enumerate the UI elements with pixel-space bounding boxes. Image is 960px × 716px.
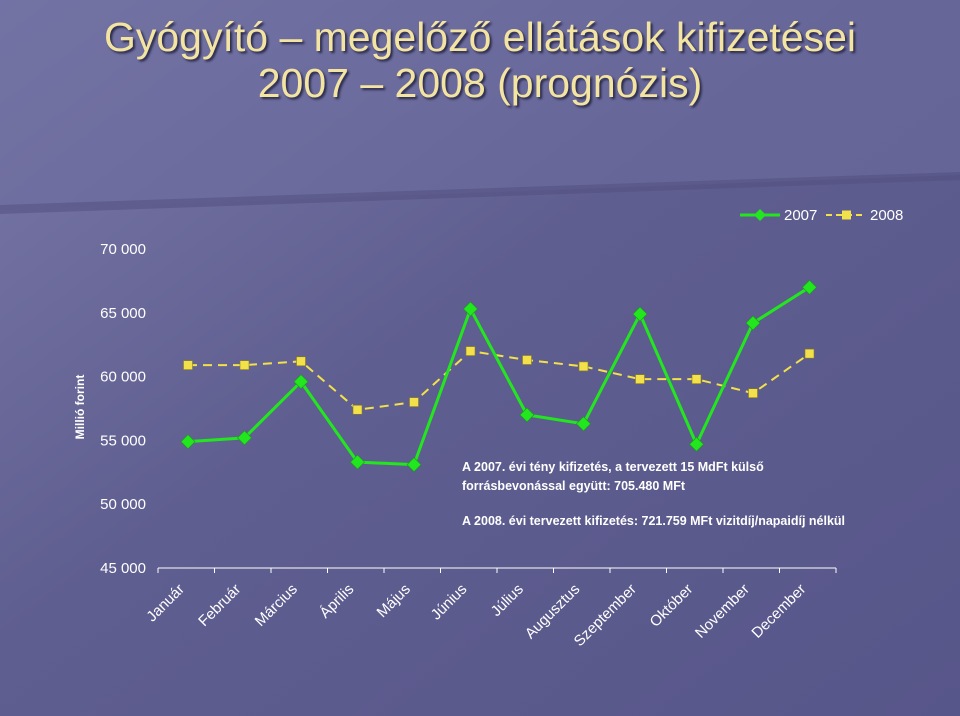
- data-point-2008: [296, 356, 306, 367]
- y-tick-label: 50 000: [100, 496, 146, 513]
- data-point-2007: [237, 430, 252, 446]
- data-point-2007: [406, 457, 422, 473]
- x-tick-label: Június: [428, 581, 471, 624]
- x-tick-label: Október: [647, 581, 697, 631]
- note-2007: A 2007. évi tény kifizetés, a tervezett …: [462, 460, 764, 493]
- data-point-2008: [239, 360, 250, 370]
- data-point-2008: [804, 348, 815, 359]
- slide-title: Gyógyító – megelőző ellátások kifizetése…: [0, 14, 960, 106]
- y-tick-label: 60 000: [100, 369, 146, 386]
- data-point-2007: [180, 434, 196, 450]
- x-tick-label: Augusztus: [522, 581, 584, 643]
- data-point-2008: [409, 397, 419, 407]
- y-tick-label: 70 000: [100, 241, 146, 258]
- data-point-2008: [522, 355, 532, 365]
- series-layer: [180, 279, 817, 473]
- data-point-2007: [293, 374, 309, 390]
- note-2008: A 2008. évi tervezett kifizetés: 721.759…: [462, 514, 846, 528]
- data-point-2007: [519, 407, 535, 423]
- legend-marker-2008: [842, 210, 851, 220]
- y-axis-title: Millió forint: [73, 375, 87, 440]
- data-point-2008: [748, 388, 758, 398]
- data-point-2008: [183, 360, 193, 370]
- x-tick-label: Március: [252, 581, 301, 630]
- x-tick-label: Július: [488, 581, 527, 620]
- y-tick-label: 55 000: [100, 432, 146, 449]
- title-line-1: Gyógyító – megelőző ellátások kifizetése…: [103, 14, 857, 60]
- x-tick-label: Február: [195, 581, 244, 630]
- data-point-2007: [463, 301, 478, 317]
- legend-marker-2007: [754, 209, 766, 221]
- x-tick-label: Január: [143, 581, 187, 625]
- legend-label-2008: 2008: [870, 207, 903, 224]
- data-point-2007: [802, 279, 817, 295]
- series-2008: [183, 346, 815, 415]
- data-point-2007: [689, 436, 704, 452]
- data-point-2008: [635, 374, 645, 384]
- y-axis: 45 000 50 000 55 000 60 000 65 000 70 000: [100, 241, 146, 577]
- y-tick-label: 65 000: [100, 305, 146, 322]
- data-point-2008: [352, 404, 363, 415]
- data-point-2008: [691, 374, 702, 384]
- data-point-2008: [578, 361, 589, 372]
- data-point-2007: [632, 306, 648, 322]
- data-point-2008: [465, 346, 476, 356]
- series-line-2007: [187, 286, 811, 467]
- legend-label-2007: 2007: [784, 207, 817, 224]
- series-line-2008: [188, 350, 811, 411]
- x-axis: Január Február Március Április Május Június Jú…: [143, 567, 837, 650]
- x-tick-label: Április: [316, 581, 357, 622]
- series-2007: [180, 279, 817, 473]
- data-point-2007: [576, 416, 591, 432]
- x-tick-label: November: [692, 581, 753, 642]
- data-point-2007: [350, 454, 365, 470]
- y-tick-label: 45 000: [100, 560, 146, 577]
- data-point-2007: [745, 315, 761, 331]
- legend: 2007 2008: [740, 207, 903, 224]
- x-tick-label: December: [748, 581, 809, 642]
- title-line-2: 2007 – 2008 (prognózis): [257, 60, 703, 106]
- x-tick-label: Május: [374, 581, 414, 621]
